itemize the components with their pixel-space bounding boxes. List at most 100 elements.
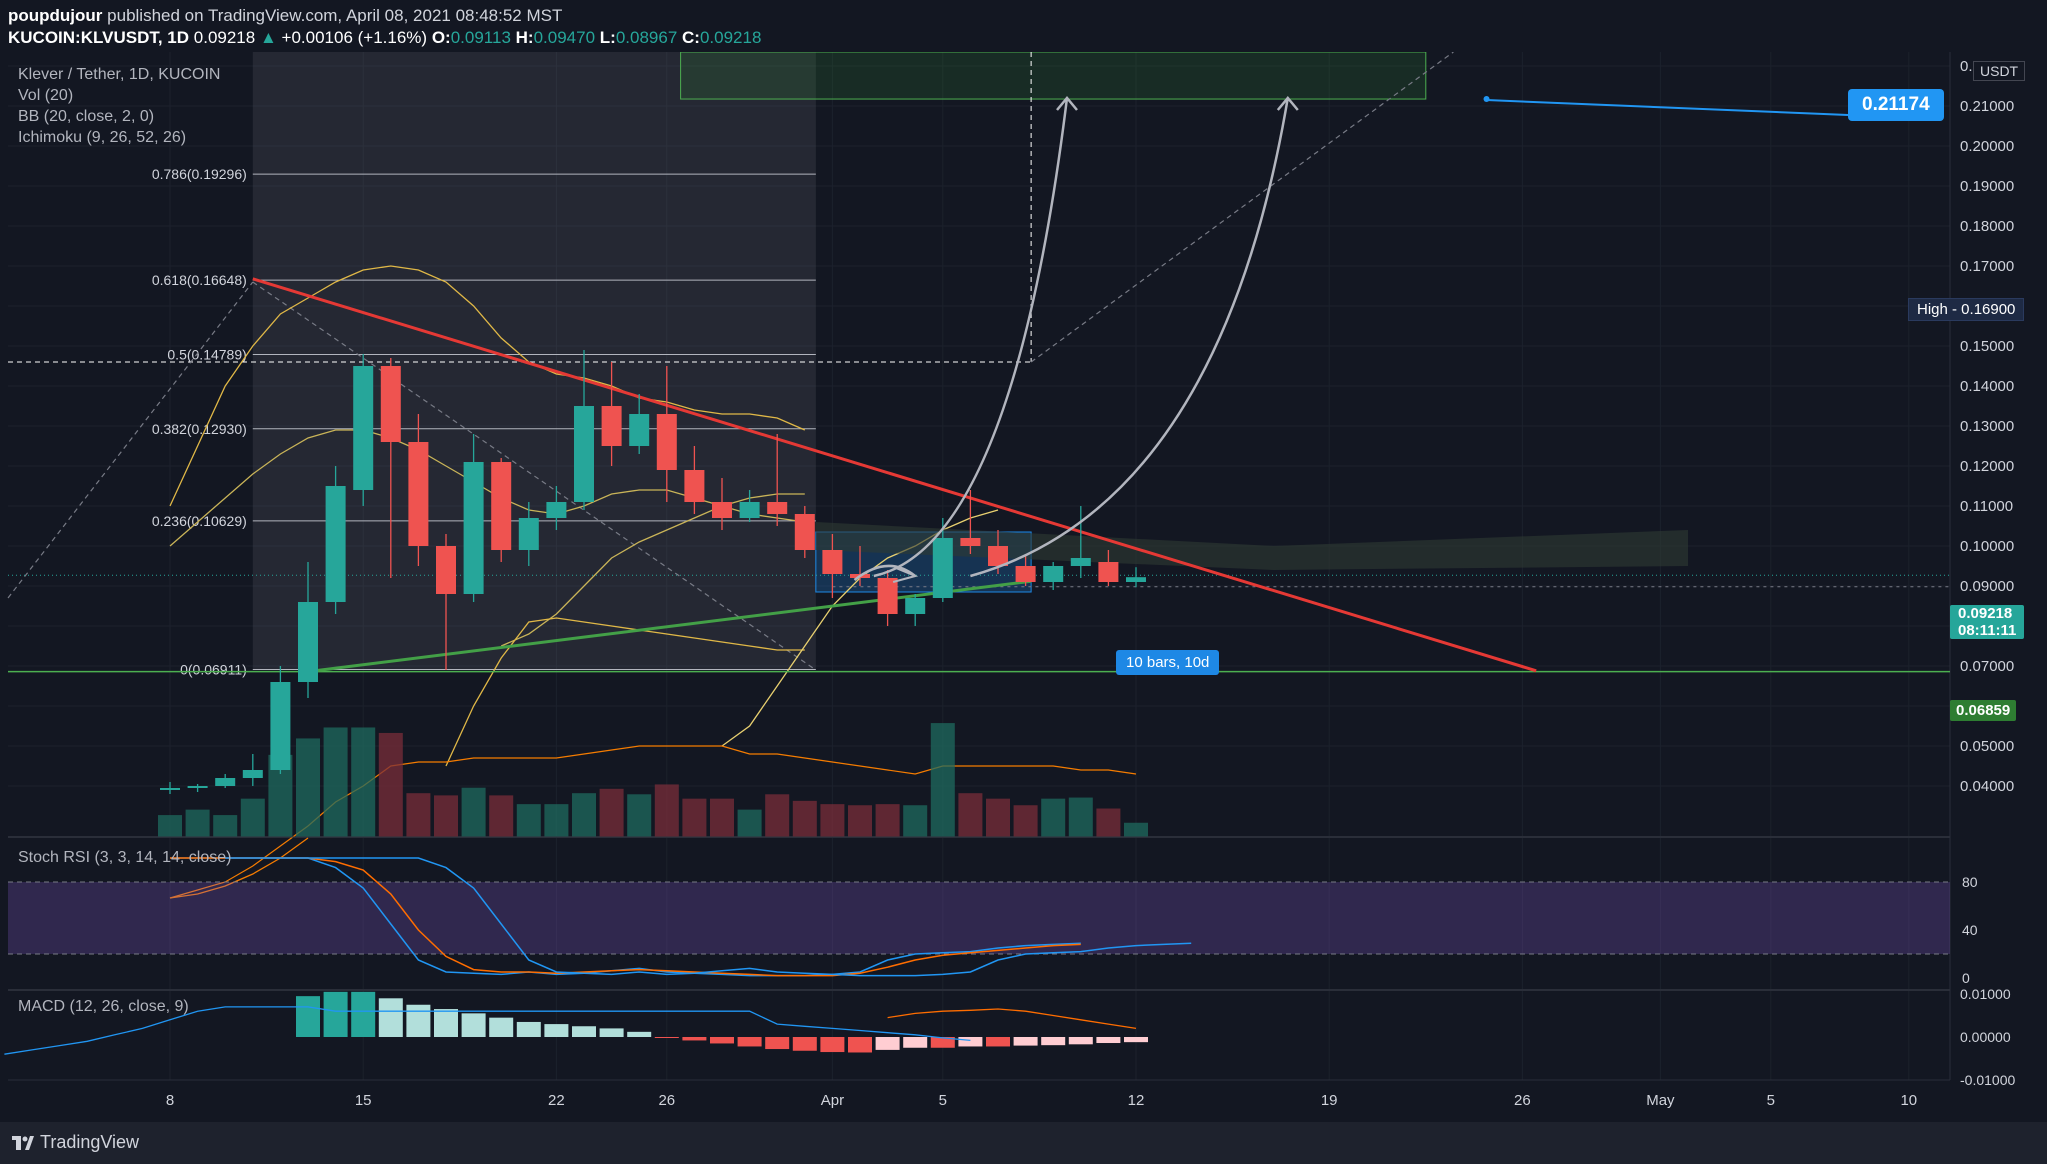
volume-bar — [544, 804, 569, 837]
volume-legend[interactable]: Vol (20) — [18, 87, 74, 104]
candle-body — [932, 538, 953, 598]
volume-bar — [516, 804, 541, 837]
fib-trend-line — [252, 281, 817, 671]
price-axis-label: 0.13000 — [1960, 418, 2014, 435]
macd-axis-label: -0.01000 — [1960, 1072, 2015, 1088]
candle-body — [629, 414, 650, 446]
volume-bar — [654, 784, 679, 837]
candle-body — [822, 550, 843, 574]
bb-upper-line — [169, 265, 806, 507]
volume-bar — [792, 800, 817, 837]
arrow-head-icon — [1056, 96, 1078, 111]
ichimoku-legend[interactable]: Ichimoku (9, 26, 52, 26) — [18, 129, 187, 146]
macd-histogram-bar — [599, 1028, 624, 1037]
low-value: 0.08967 — [615, 28, 678, 47]
symbol-line: KUCOIN:KLVUSDT, 1D 0.09218 ▲ +0.00106 (+… — [8, 28, 761, 48]
volume-bar — [1013, 805, 1038, 837]
author-name[interactable]: poupdujour — [8, 6, 103, 25]
time-axis-label: May — [1646, 1092, 1675, 1109]
candle-body — [353, 366, 374, 490]
up-arrow-icon: ▲ — [259, 28, 277, 47]
macd-histogram-bar — [737, 1037, 762, 1047]
volume-bar — [351, 727, 376, 837]
curved-arrow — [970, 97, 1290, 578]
time-axis-label: 12 — [1128, 1092, 1145, 1109]
footer-bar: TradingView — [0, 1122, 2047, 1164]
currency-badge[interactable]: USDT — [1973, 61, 2026, 81]
volume-bar — [875, 804, 900, 837]
candle-body — [877, 578, 898, 614]
chart-title-legend[interactable]: Klever / Tether, 1D, KUCOIN — [18, 66, 221, 83]
stoch-axis-label: 0 — [1962, 970, 1970, 986]
price-chart[interactable]: 1(0.22668)0.786(0.19296)0.618(0.16648)0.… — [0, 52, 2047, 1122]
candle-body — [436, 546, 456, 594]
macd-signal-line — [887, 1008, 1137, 1030]
macd-histogram-bar — [958, 1037, 983, 1047]
bar-countdown: 08:11:11 — [1958, 622, 2017, 639]
macd-histogram-bar — [572, 1026, 596, 1037]
volume-bar — [406, 793, 431, 837]
published-text: published on TradingView.com, April 08, … — [107, 6, 563, 25]
price-axis-label: 0.11000 — [1960, 498, 2013, 515]
last-price: 0.09218 — [193, 28, 256, 47]
candle-body — [518, 518, 539, 550]
volume-bar — [958, 793, 983, 837]
volume-bar — [682, 798, 707, 837]
arrow-head-icon — [892, 567, 919, 583]
target-anchor-dot — [1483, 96, 1490, 103]
macd-histogram-bar — [323, 991, 348, 1037]
candle-body — [574, 406, 594, 502]
low-label: L: — [599, 28, 616, 47]
volume-bar — [820, 804, 845, 837]
volume-bar — [986, 798, 1010, 837]
candle-body — [767, 502, 788, 514]
price-axis-label: 0.15000 — [1960, 338, 2014, 355]
bollinger-legend[interactable]: BB (20, close, 2, 0) — [18, 108, 155, 125]
macd-histogram-bar — [682, 1037, 707, 1041]
price-axis-label: 0.14000 — [1960, 378, 2014, 395]
candle-body — [1098, 562, 1119, 582]
volume-bar — [158, 815, 182, 837]
volume-bar — [930, 723, 955, 837]
price-axis-label: 0.19000 — [1960, 178, 2014, 195]
candle-body — [491, 462, 512, 550]
stoch-axis-label: 40 — [1962, 922, 1978, 938]
price-axis-label: 0.09000 — [1960, 578, 2014, 595]
ascending-trendline — [307, 579, 1032, 674]
candle-body — [684, 470, 705, 502]
tradingview-brand[interactable]: TradingView — [12, 1132, 139, 1153]
projection-diagonal — [1030, 52, 1454, 363]
candle-body — [463, 462, 484, 594]
macd-histogram-bar — [351, 991, 376, 1037]
open-label: O: — [431, 28, 451, 47]
price-axis-label: 0.10000 — [1960, 538, 2014, 555]
descending-trendline — [252, 277, 1537, 673]
volume-bar — [461, 787, 486, 837]
macd-histogram-bar — [820, 1037, 845, 1053]
volume-bar — [185, 809, 210, 837]
chart-header: poupdujour published on TradingView.com,… — [0, 0, 2047, 52]
candle-body — [1070, 558, 1091, 566]
macd-histogram-bar — [792, 1037, 817, 1051]
candle-body — [215, 778, 236, 786]
time-axis-label: 15 — [355, 1092, 372, 1109]
price-axis-label: 0.07000 — [1960, 658, 2014, 675]
symbol-name[interactable]: KUCOIN:KLVUSDT, 1D — [8, 28, 190, 47]
macd-histogram-bar — [848, 1037, 872, 1053]
time-axis-label: 22 — [548, 1092, 565, 1109]
candle-body — [298, 602, 318, 682]
stoch-axis-label: 80 — [1962, 874, 1978, 890]
macd-axis-label: 0.00000 — [1960, 1029, 2011, 1045]
candle-body — [325, 486, 346, 602]
target-zone — [680, 52, 1427, 100]
curved-arrow-small — [853, 564, 916, 581]
price-axis-label: 0.20000 — [1960, 138, 2014, 155]
volume-bar — [903, 805, 928, 837]
open-value: 0.09113 — [450, 28, 511, 47]
candle-body — [960, 538, 981, 546]
stoch-rsi-legend[interactable]: Stoch RSI (3, 3, 14, 14, close) — [18, 849, 232, 866]
publish-line: poupdujour published on TradingView.com,… — [8, 6, 562, 26]
candle-body — [1015, 566, 1036, 582]
volume-bar — [378, 732, 403, 837]
macd-legend[interactable]: MACD (12, 26, close, 9) — [18, 998, 189, 1015]
